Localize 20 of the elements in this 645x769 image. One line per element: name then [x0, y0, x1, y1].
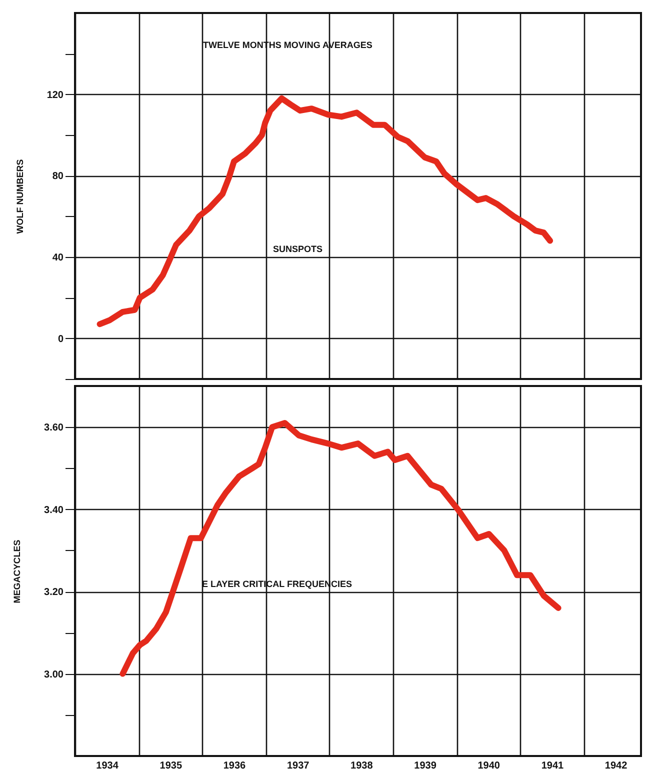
- y-tick-label: 3.00: [44, 669, 64, 680]
- x-tick-label: 1941: [541, 760, 564, 769]
- x-tick-label: 1937: [286, 760, 310, 769]
- y-tick-label: 40: [52, 252, 64, 264]
- y-tick-label: 120: [46, 90, 64, 101]
- x-tick-label: 1938: [350, 760, 374, 769]
- x-tick-label: 1942: [604, 760, 628, 769]
- text: SUNSPOTS: [273, 244, 323, 254]
- y-axis-title: WOLF NUMBERS: [14, 159, 25, 234]
- y-tick-label: 0: [58, 334, 64, 345]
- x-tick-label: 1935: [160, 760, 182, 769]
- y-tick-label: 3.60: [44, 422, 64, 434]
- y-tick-label: 3.40: [44, 504, 64, 516]
- x-tick-label: 1936: [223, 760, 246, 769]
- x-tick-label: 1940: [478, 760, 500, 769]
- y-axis-title: MEGACYCLES: [12, 540, 22, 604]
- x-tick-label: 1934: [96, 760, 119, 769]
- y-tick-label: 3.20: [44, 587, 64, 598]
- y-tick-label: 80: [52, 171, 64, 182]
- x-tick-label: 1939: [414, 760, 437, 769]
